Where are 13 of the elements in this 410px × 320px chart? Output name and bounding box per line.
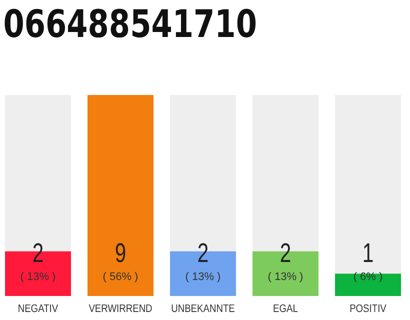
data-label: 9: [114, 238, 126, 269]
chart-title: 066488541710: [3, 2, 257, 47]
annotation: ( 56% ): [102, 271, 138, 283]
x-tick-label: UNBEKANNTE: [171, 303, 236, 316]
x-tick-label: POSITIV: [350, 303, 387, 316]
x-tick-label: EGAL: [273, 303, 298, 316]
x-tick-label: VERWIRREND: [88, 303, 152, 316]
x-tick-label: NEGATIV: [18, 303, 58, 316]
annotation: ( 13% ): [268, 271, 304, 283]
annotation: ( 6% ): [353, 271, 383, 283]
data-label: 1: [362, 238, 374, 269]
annotation: ( 13% ): [185, 271, 221, 283]
annotation: ( 13% ): [20, 271, 56, 283]
